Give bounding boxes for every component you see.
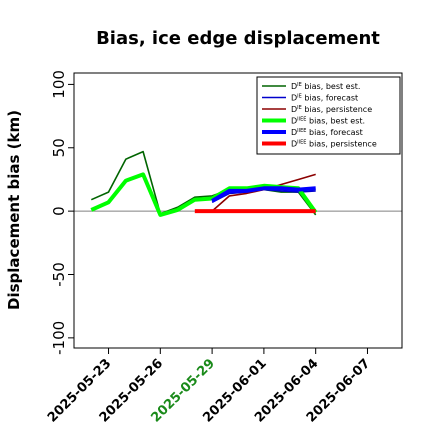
legend-label: DIIEE bias, persistence: [291, 140, 377, 149]
y-tick-label: 50: [50, 138, 68, 157]
chart-title: Bias, ice edge displacement: [96, 28, 380, 49]
legend-label: DIE bias, best est.: [291, 82, 360, 91]
legend-label: DIIEE bias, best est.: [291, 117, 365, 126]
y-axis-label: Displacement bias (km): [5, 110, 23, 310]
y-tick-label: -50: [50, 262, 68, 287]
y-tick-label: -100: [50, 321, 68, 355]
y-tick-label: 0: [50, 206, 68, 216]
plot-frame: [73, 72, 403, 349]
series-line-5: [211, 186, 316, 203]
legend-label: DIE bias, forecast: [291, 94, 358, 103]
legend-box: [256, 76, 401, 155]
legend-label: DIE bias, persistence: [291, 105, 372, 114]
series-line-4: [90, 172, 318, 217]
y-tick-label: 100: [50, 70, 68, 99]
legend: DIE bias, best est. DIE bias, forecast DIE…: [256, 76, 401, 155]
plot-layer: -100-500501002025-05-232025-05-262025-05…: [45, 70, 403, 426]
series-line-1: [90, 150, 317, 216]
legend-label: DIIEE bias, forecast: [291, 128, 363, 137]
